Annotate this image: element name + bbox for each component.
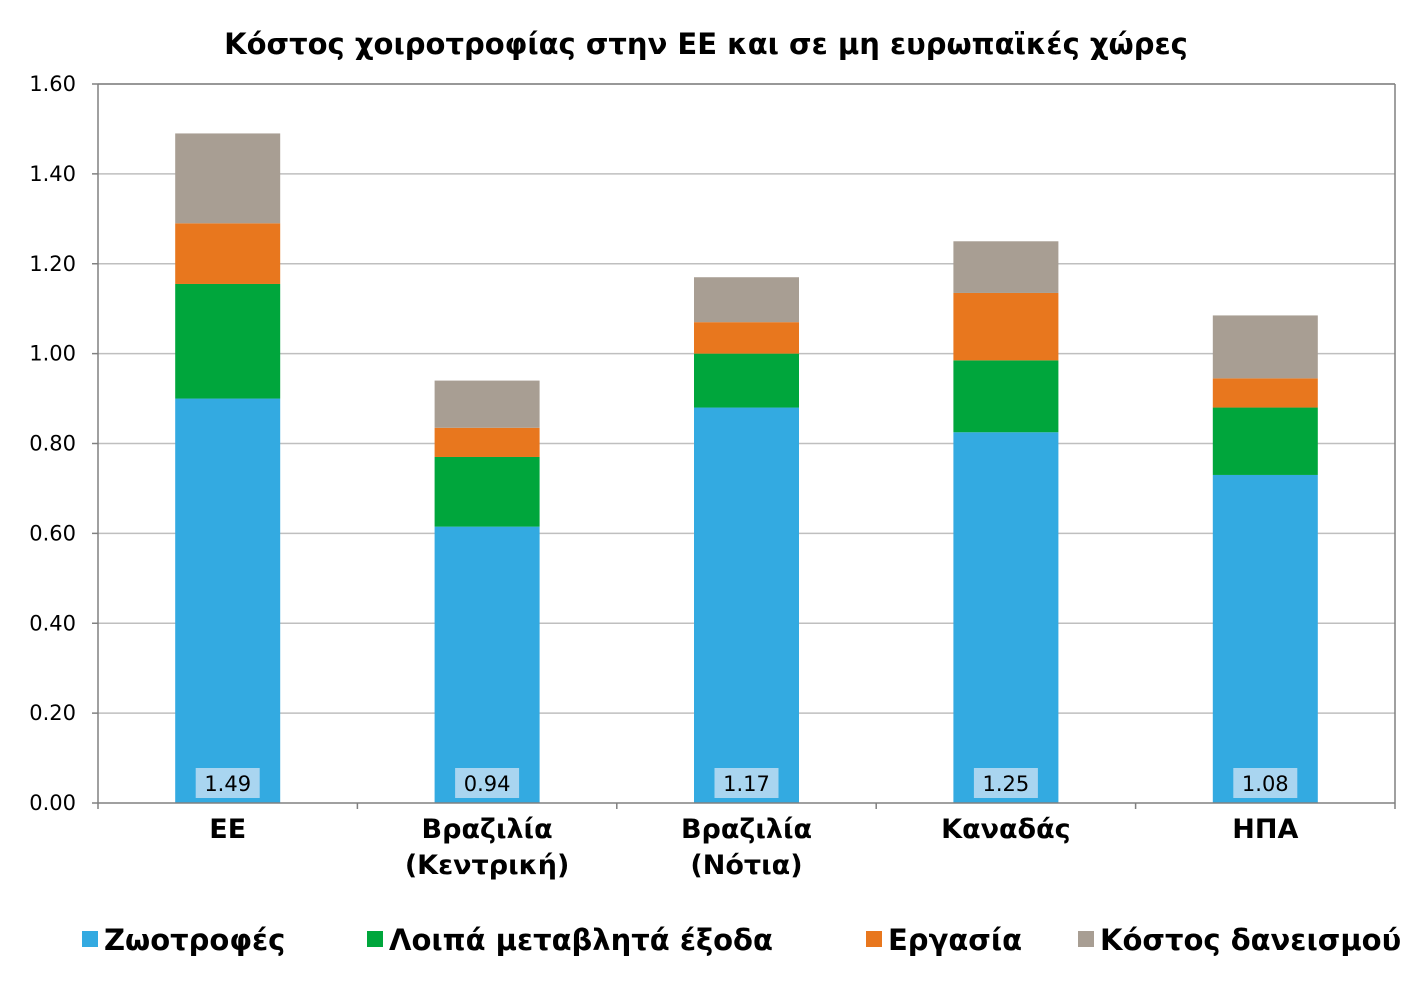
legend-swatch	[1078, 931, 1094, 947]
chart-title: Κόστος χοιροτροφίας στην ΕΕ και σε μη ευ…	[224, 27, 1188, 61]
x-category-label: ΗΠΑ	[1232, 814, 1298, 845]
bar-segment	[1212, 407, 1318, 475]
bar-segment	[694, 277, 799, 323]
legend-label: Εργασία	[888, 923, 1022, 957]
bar-segment	[175, 283, 281, 399]
bar-stack	[953, 241, 1059, 803]
y-axis-ticks: 0.00 0.20 0.40 0.60 0.80 1.00 1.20 1.40 1.60	[29, 72, 98, 815]
x-category-label: ΕΕ	[209, 814, 246, 845]
x-category-label: Καναδάς	[941, 814, 1071, 845]
x-category-label: Βραζιλία	[422, 814, 553, 845]
bar-segment	[175, 223, 281, 284]
legend-swatch	[866, 931, 882, 947]
bar-segment	[953, 432, 1059, 803]
bars	[175, 133, 1318, 803]
bar-segment	[953, 360, 1059, 433]
bar-segment	[694, 353, 799, 408]
y-tick-label: 0.40	[29, 611, 76, 635]
bar-segment	[953, 292, 1059, 361]
total-label: 1.49	[204, 772, 251, 796]
bar-segment	[1212, 315, 1318, 379]
bar-segment	[434, 427, 540, 457]
y-tick-label: 1.20	[29, 252, 76, 276]
bar-segment	[694, 407, 799, 803]
total-labels: 1.49 0.94 1.17 1.25 1.08	[195, 768, 1298, 798]
x-category-label: Βραζιλία	[681, 814, 812, 845]
y-tick-label: 1.40	[29, 162, 76, 186]
y-tick-label: 1.60	[29, 72, 76, 96]
bar-segment	[1212, 474, 1318, 803]
bar-segment	[434, 526, 540, 803]
total-label-box	[455, 768, 520, 798]
bar-segment	[434, 456, 540, 527]
x-axis-categories: ΕΕ Βραζιλία (Κεντρική) Βραζιλία (Νότια) Καναδ…	[209, 814, 1298, 881]
y-tick-label: 0.80	[29, 432, 76, 456]
legend-swatch	[82, 931, 98, 947]
total-label-box	[195, 768, 260, 798]
total-label: 1.08	[1242, 772, 1289, 796]
bar-segment	[175, 398, 281, 803]
legend-label: Ζωοτροφές	[104, 923, 285, 957]
bar-stack	[434, 380, 540, 803]
total-label: 0.94	[464, 772, 511, 796]
bar-stack	[175, 133, 281, 803]
axes	[97, 83, 1396, 809]
total-label-box	[973, 768, 1038, 798]
bar-stack	[694, 277, 799, 803]
total-label-box	[714, 768, 779, 798]
legend-swatch	[367, 931, 383, 947]
legend-label: Κόστος δανεισμού	[1100, 923, 1401, 957]
legend-label: Λοιπά μεταβλητά έξοδα	[389, 923, 773, 957]
bar-segment	[434, 380, 540, 428]
total-label: 1.25	[983, 772, 1030, 796]
x-category-label: (Νότια)	[690, 850, 802, 881]
total-label-box	[1233, 768, 1298, 798]
x-category-label: (Κεντρική)	[405, 850, 570, 881]
y-tick-label: 0.60	[29, 521, 76, 545]
bar-segment	[694, 322, 799, 354]
legend: Ζωοτροφές Λοιπά μεταβλητά έξοδα Εργασία Κόσ…	[82, 923, 1401, 957]
bar-stack	[1212, 315, 1318, 803]
y-tick-label: 0.20	[29, 701, 76, 725]
bar-segment	[175, 133, 281, 224]
y-tick-label: 1.00	[29, 342, 76, 366]
total-label: 1.17	[723, 772, 770, 796]
y-tick-label: 0.00	[29, 791, 76, 815]
bar-segment	[953, 241, 1059, 293]
bar-segment	[1212, 378, 1318, 408]
